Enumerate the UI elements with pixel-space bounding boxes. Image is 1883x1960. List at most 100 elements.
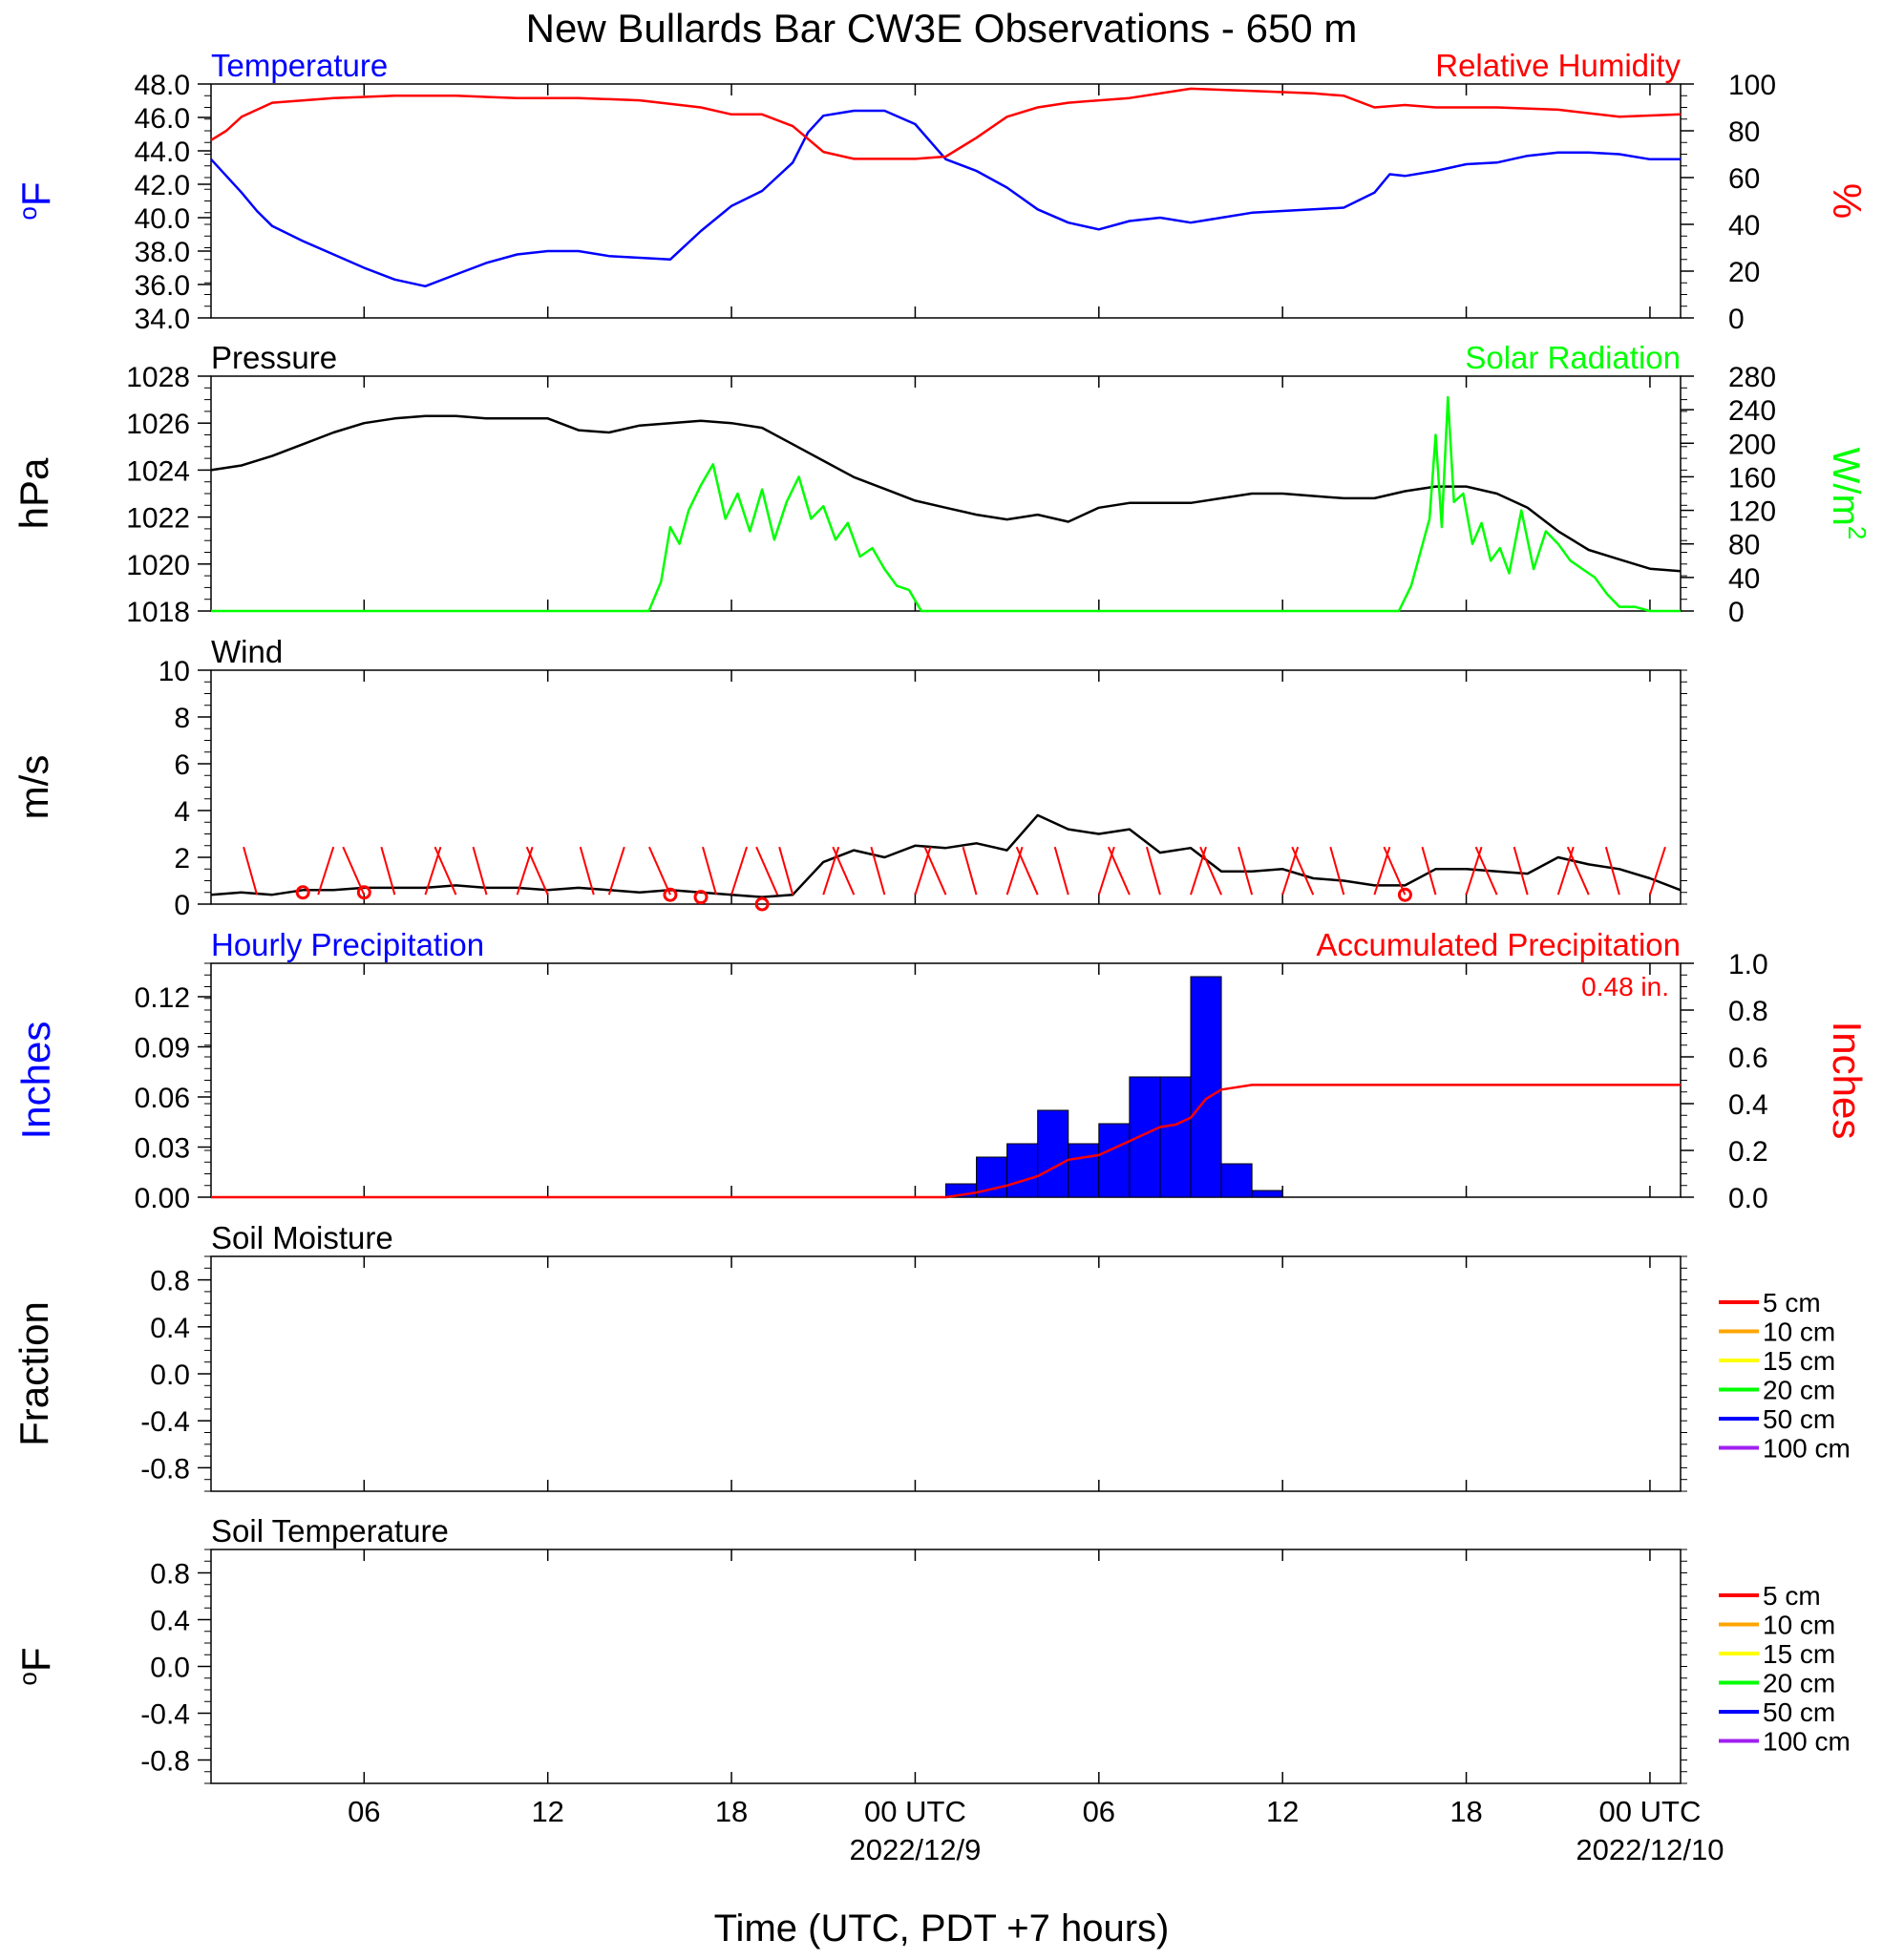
legend-label: 20 cm [1763, 1376, 1835, 1405]
precip-bar [1068, 1143, 1100, 1198]
left-axis-label: oF [13, 181, 58, 220]
right-tick-label: 80 [1728, 116, 1760, 148]
right-y-axis: 0.0 0.2 0.4 0.6 0.8 1.0 [1681, 949, 1768, 1214]
left-y-axis: 0 2 4 6 8 10 [159, 656, 211, 921]
right-tick-label: 100 [1728, 70, 1776, 101]
panels: 34.036.038.040.042.044.046.048.002040608… [11, 48, 1872, 1784]
panel-precip: 0.00 0.03 0.06 0.09 0.12 0.0 0.2 0.4 0.6 0.8 1.0 Ho… [13, 927, 1870, 1214]
left-axis-label: hPa [11, 457, 56, 529]
right-tick-label: 0.8 [1728, 996, 1768, 1027]
left-tick-label: 6 [174, 749, 190, 781]
unit-superscript: o [13, 206, 42, 220]
right-tick-label: 240 [1728, 395, 1776, 427]
unit-text: F [13, 1647, 58, 1672]
x-tick-label: 00 UTC [1599, 1795, 1702, 1828]
right-axis-label: % [1825, 183, 1870, 219]
panel-soil_temp: -0.8 -0.4 0.0 0.4 0.8 Soil Temperature oF [13, 1513, 1687, 1784]
panel-title-right: Solar Radiation [1465, 340, 1681, 375]
series-relative-humidity [210, 87, 1682, 160]
unit-superscript: o [13, 1672, 42, 1685]
panel-pressure_solar: 1018 1020 1022 1024 1026 1028 0408012016020024… [11, 340, 1872, 628]
wind-barb [434, 846, 457, 896]
right-tick-label: 20 [1728, 257, 1760, 288]
left-y-axis: -0.8 -0.4 0.0 0.4 0.8 [140, 1549, 211, 1784]
left-y-axis: 1018 1020 1022 1024 1026 1028 [126, 362, 211, 628]
panel-frame [210, 1549, 1682, 1784]
panel-title-left: Wind [211, 634, 283, 669]
left-tick-label: 4 [174, 796, 190, 828]
wind-barb [380, 846, 396, 896]
legend-label: 20 cm [1763, 1669, 1835, 1698]
x-date-label: 2022/12/10 [1576, 1833, 1724, 1866]
legend-label: 50 cm [1763, 1404, 1835, 1434]
left-tick-label: 38.0 [135, 237, 190, 268]
left-tick-label: 0.8 [150, 1266, 190, 1297]
wind-barb [870, 846, 886, 896]
left-tick-label: 44.0 [135, 137, 190, 168]
left-tick-label: -0.8 [140, 1746, 190, 1778]
x-axis-label: Time (UTC, PDT +7 hours) [714, 1907, 1170, 1949]
legend-label: 100 cm [1763, 1434, 1851, 1464]
legend-label: 5 cm [1763, 1288, 1821, 1317]
figure-title: New Bullards Bar CW3E Observations - 650… [526, 6, 1358, 51]
x-tick-label: 18 [715, 1795, 748, 1828]
x-ticks [363, 376, 1651, 611]
precip-bar [1251, 1190, 1283, 1198]
x-ticks [363, 1256, 1651, 1491]
x-tick-label: 12 [531, 1795, 563, 1828]
left-tick-label: 42.0 [135, 170, 190, 201]
calm-marker [295, 885, 310, 900]
right-tick-label: 200 [1728, 429, 1776, 460]
x-date-label: 2022/12/9 [849, 1833, 981, 1866]
left-tick-label: 46.0 [135, 103, 190, 135]
left-tick-label: 1022 [126, 503, 190, 535]
left-axis-label: Inches [13, 1022, 58, 1140]
panel-soil_moisture: -0.8 -0.4 0.0 0.4 0.8 Soil Moisture Fraction [11, 1220, 1687, 1492]
precip-bar [976, 1156, 1008, 1198]
left-tick-label: 0.09 [135, 1033, 190, 1064]
left-tick-label: -0.8 [140, 1453, 190, 1485]
wind-barb [1015, 846, 1039, 896]
precip-bar [1098, 1123, 1131, 1198]
wind-barb [832, 846, 856, 896]
left-tick-label: 34.0 [135, 304, 190, 335]
right-y-axis [1681, 1549, 1687, 1784]
x-tick-label: 00 UTC [864, 1795, 966, 1828]
left-tick-label: 1026 [126, 409, 190, 440]
series-solar-radiation [211, 395, 1681, 613]
calm-marker [356, 885, 371, 900]
unit-text: F [13, 181, 58, 206]
wind-barb [525, 846, 549, 896]
wind-barb [702, 846, 717, 896]
wind-barb [1566, 846, 1590, 896]
right-y-axis [1681, 669, 1687, 905]
left-axis-label: m/s [11, 755, 56, 820]
left-tick-label: -0.4 [140, 1406, 190, 1438]
wind-barb [607, 846, 625, 896]
panel-title-left: Pressure [211, 340, 337, 375]
legend-label: 15 cm [1763, 1346, 1835, 1376]
calm-marker [693, 890, 709, 905]
unit-text: W/m [1825, 448, 1867, 526]
right-tick-label: 80 [1728, 530, 1760, 561]
right-y-axis [1681, 1255, 1687, 1492]
left-y-axis: -0.8 -0.4 0.0 0.4 0.8 [140, 1255, 211, 1492]
wind-barb [923, 846, 947, 896]
panel-title-right: Relative Humidity [1435, 48, 1681, 83]
right-tick-label: 160 [1728, 462, 1776, 494]
wind-barb [1421, 846, 1437, 896]
right-tick-label: 0.4 [1728, 1089, 1768, 1121]
wind-barb [1199, 846, 1222, 896]
panel-title-left: Soil Temperature [211, 1513, 449, 1549]
precip-bar [1190, 976, 1222, 1198]
right-tick-label: 280 [1728, 362, 1776, 393]
panel-frame [210, 962, 1682, 1198]
left-y-axis: 34.036.038.040.042.044.046.048.0 [135, 70, 211, 335]
left-tick-label: 36.0 [135, 270, 190, 302]
wind-barb [1648, 846, 1666, 896]
left-y-axis: 0.00 0.03 0.06 0.09 0.12 [135, 962, 211, 1214]
panel-title-left: Hourly Precipitation [211, 927, 484, 962]
x-ticks [363, 84, 1651, 318]
panel-temp_rh: 34.036.038.040.042.044.046.048.0 0 20 40 60 8… [13, 48, 1870, 335]
wind-barb [648, 846, 671, 896]
